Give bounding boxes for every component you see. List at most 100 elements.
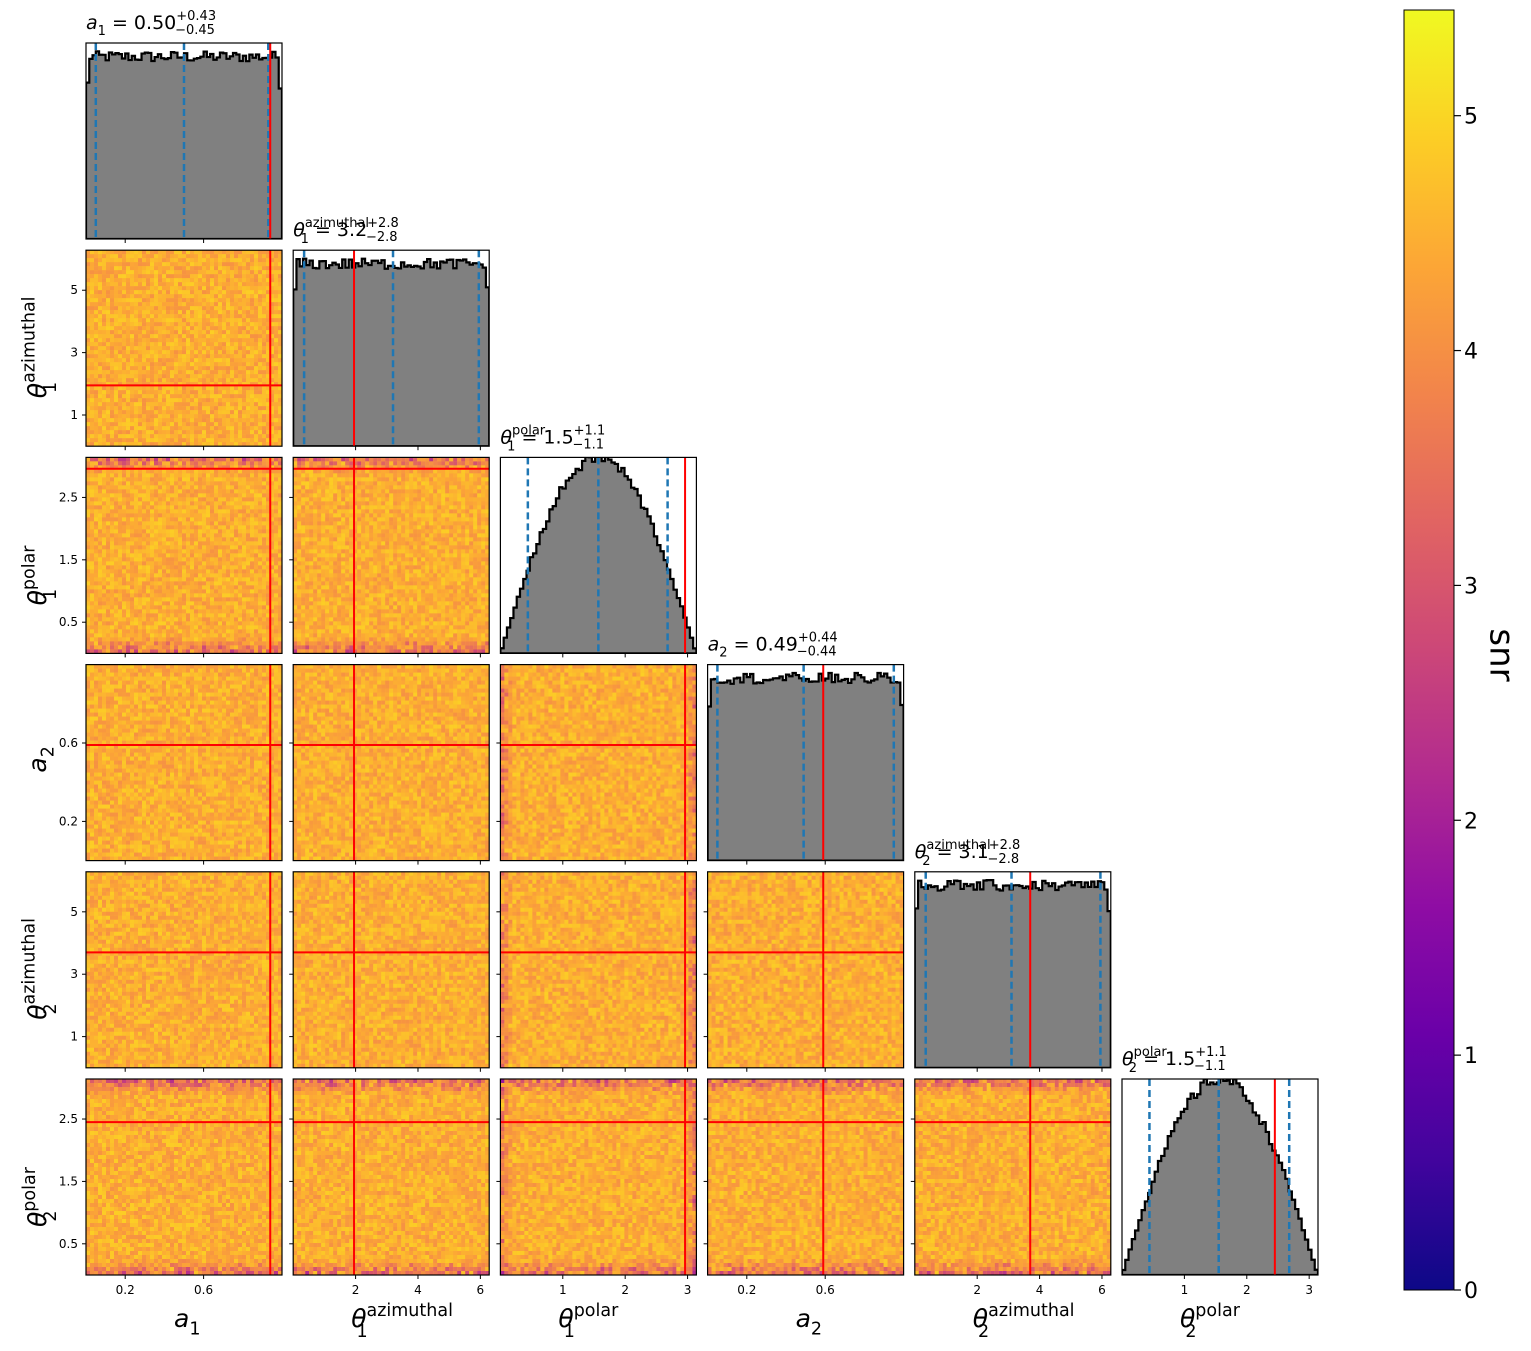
panel-frame: [85, 456, 283, 654]
x-tick-label: 0.6: [816, 1283, 835, 1297]
colorbar-tick-label: 0: [1464, 1279, 1478, 1304]
y-tick-label: 0.2: [59, 814, 78, 828]
panel-frame: [499, 1078, 697, 1276]
colorbar-label: snr: [1482, 628, 1522, 681]
colorbar-tick-label: 4: [1464, 340, 1478, 365]
x-tick-label: 1: [1181, 1283, 1189, 1297]
scatter-theta1_polar-theta2_polar: 1 2 3: [496, 1078, 697, 1297]
x-tick-label: 1: [559, 1283, 567, 1297]
colorbar-tick-label: 2: [1464, 809, 1478, 834]
scatter-theta1_azimuthal-theta2_polar: 2 4 6: [289, 1078, 490, 1297]
x-tick-label: 0.6: [194, 1283, 213, 1297]
corner-panels: a1 = 0.50+0.43 −0.45 1 3 5 θazimuthal 1 = 3.2+…: [20, 9, 1319, 1342]
hist-a1: a1 = 0.50+0.43 −0.45: [85, 9, 283, 243]
hist-title-theta2_polar: θpolar 2 = 1.5+1.1 −1.1: [1122, 1045, 1227, 1076]
hist-title-theta2_azimuthal: θazimuthal 2 = 3.1+2.8 −2.8: [915, 838, 1021, 869]
x-tick-label: 6: [1098, 1283, 1106, 1297]
hist-bars: [707, 671, 904, 861]
colorbar-ticks: 0 1 2 3 4 5: [1454, 105, 1478, 1304]
panel-frame: [499, 663, 697, 862]
panel-frame: [85, 42, 283, 240]
hist-bars: [500, 457, 697, 654]
scatter-a1-theta2_azimuthal: 1 3 5: [70, 871, 283, 1072]
panel-frame: [292, 1078, 490, 1276]
x-axis-label-theta1_polar: θpolar 1: [558, 1301, 619, 1342]
scatter-a2-theta2_polar: 0.2 0.6: [703, 1078, 905, 1297]
colorbar-tick-label: 3: [1464, 574, 1478, 599]
y-tick-label: 1: [70, 1030, 78, 1044]
y-tick-label: 5: [70, 283, 78, 297]
hist-title-a1: a1 = 0.50+0.43 −0.45: [86, 9, 216, 39]
scatter-a1-a2: 0.2 0.6: [59, 663, 283, 865]
panel-frame: [85, 871, 283, 1069]
x-axis-label-theta2_polar: θpolar 2: [1180, 1301, 1241, 1342]
x-tick-label: 0.2: [737, 1283, 756, 1297]
y-axis-label-theta1_polar: θpolar1: [20, 545, 61, 606]
y-tick-label: 1.5: [59, 553, 78, 567]
x-tick-label: 4: [414, 1283, 422, 1297]
y-tick-label: 1: [70, 408, 78, 422]
scatter-theta1_azimuthal-theta2_azimuthal: [289, 871, 490, 1072]
x-axis-label-theta2_azimuthal: θazimuthal 2: [973, 1301, 1075, 1342]
scatter-theta1_polar-theta2_azimuthal: [496, 871, 697, 1072]
scatter-a2-theta2_azimuthal: [703, 871, 905, 1072]
colorbar-tick-label: 1: [1464, 1044, 1478, 1069]
y-tick-label: 3: [70, 346, 78, 360]
panel-frame: [85, 249, 283, 447]
panel-frame: [292, 456, 490, 654]
x-tick-label: 2: [621, 1283, 629, 1297]
x-tick-label: 3: [1305, 1283, 1313, 1297]
hist-bars: [1122, 1079, 1318, 1275]
panel-frame: [85, 663, 283, 862]
hist-theta1_polar: θpolar 1 = 1.5+1.1 −1.1: [499, 423, 697, 658]
hist-title-theta1_polar: θpolar 1 = 1.5+1.1 −1.1: [500, 423, 605, 454]
x-tick-label: 2: [352, 1283, 360, 1297]
scatter-theta2_azimuthal-theta2_polar: 2 4 6: [910, 1078, 1112, 1297]
x-axis-label-a2: a2: [796, 1304, 822, 1340]
scatter-theta1_azimuthal-a2: [289, 663, 490, 865]
hist-theta1_azimuthal: θazimuthal 1 = 3.2+2.8 −2.8: [292, 216, 490, 451]
colorbar: 0 1 2 3 4 5 snr: [1403, 9, 1522, 1304]
panel-frame: [706, 663, 905, 862]
x-tick-label: 0.2: [116, 1283, 135, 1297]
y-tick-label: 0.5: [59, 1237, 78, 1251]
y-tick-label: 2.5: [59, 1112, 78, 1126]
hist-bars: [914, 879, 1111, 1068]
panel-frame: [292, 249, 490, 447]
y-tick-label: 0.6: [59, 736, 78, 750]
y-tick-label: 2.5: [59, 490, 78, 504]
scatter-a1-theta2_polar: 0.2 0.6 0.5 1.5 2.5: [59, 1078, 283, 1297]
x-tick-label: 4: [1036, 1283, 1044, 1297]
scatter-a1-theta1_polar: 0.5 1.5 2.5: [59, 456, 283, 658]
y-axis-label-theta2_polar: θpolar2: [20, 1166, 61, 1227]
panel-frame: [706, 1078, 905, 1276]
y-axis-label-theta2_azimuthal: θazimuthal2: [20, 918, 61, 1020]
panel-frame: [914, 1078, 1112, 1276]
y-tick-label: 1.5: [59, 1174, 78, 1188]
hist-title-a2: a2 = 0.49+0.44 −0.44: [708, 631, 838, 661]
colorbar-gradient: [1403, 9, 1455, 1291]
panel-frame: [1121, 1078, 1319, 1276]
panel-frame: [85, 1078, 283, 1276]
x-tick-label: 6: [477, 1283, 485, 1297]
hist-a2: a2 = 0.49+0.44 −0.44: [706, 631, 905, 865]
y-axis-label-a2: a2: [23, 746, 59, 772]
hist-title-theta1_azimuthal: θazimuthal 1 = 3.2+2.8 −2.8: [293, 216, 399, 247]
x-tick-label: 3: [684, 1283, 692, 1297]
hist-theta2_polar: θpolar 2 = 1.5+1.1 −1.1 1 2 3: [1121, 1045, 1319, 1297]
scatter-theta1_azimuthal-theta1_polar: [289, 456, 490, 658]
y-tick-label: 0.5: [59, 615, 78, 629]
scatter-theta1_polar-a2: [496, 663, 697, 865]
y-tick-label: 5: [70, 905, 78, 919]
hist-theta2_azimuthal: θazimuthal 2 = 3.1+2.8 −2.8: [914, 838, 1112, 1072]
panel-frame: [706, 871, 905, 1069]
scatter-a1-theta1_azimuthal: 1 3 5: [70, 249, 283, 451]
x-axis-label-a1: a1: [174, 1304, 200, 1340]
panel-frame: [499, 871, 697, 1069]
panel-frame: [499, 456, 697, 654]
y-axis-label-theta1_azimuthal: θazimuthal1: [20, 296, 61, 398]
x-tick-label: 2: [1243, 1283, 1251, 1297]
y-tick-label: 3: [70, 967, 78, 981]
x-tick-label: 2: [973, 1283, 981, 1297]
